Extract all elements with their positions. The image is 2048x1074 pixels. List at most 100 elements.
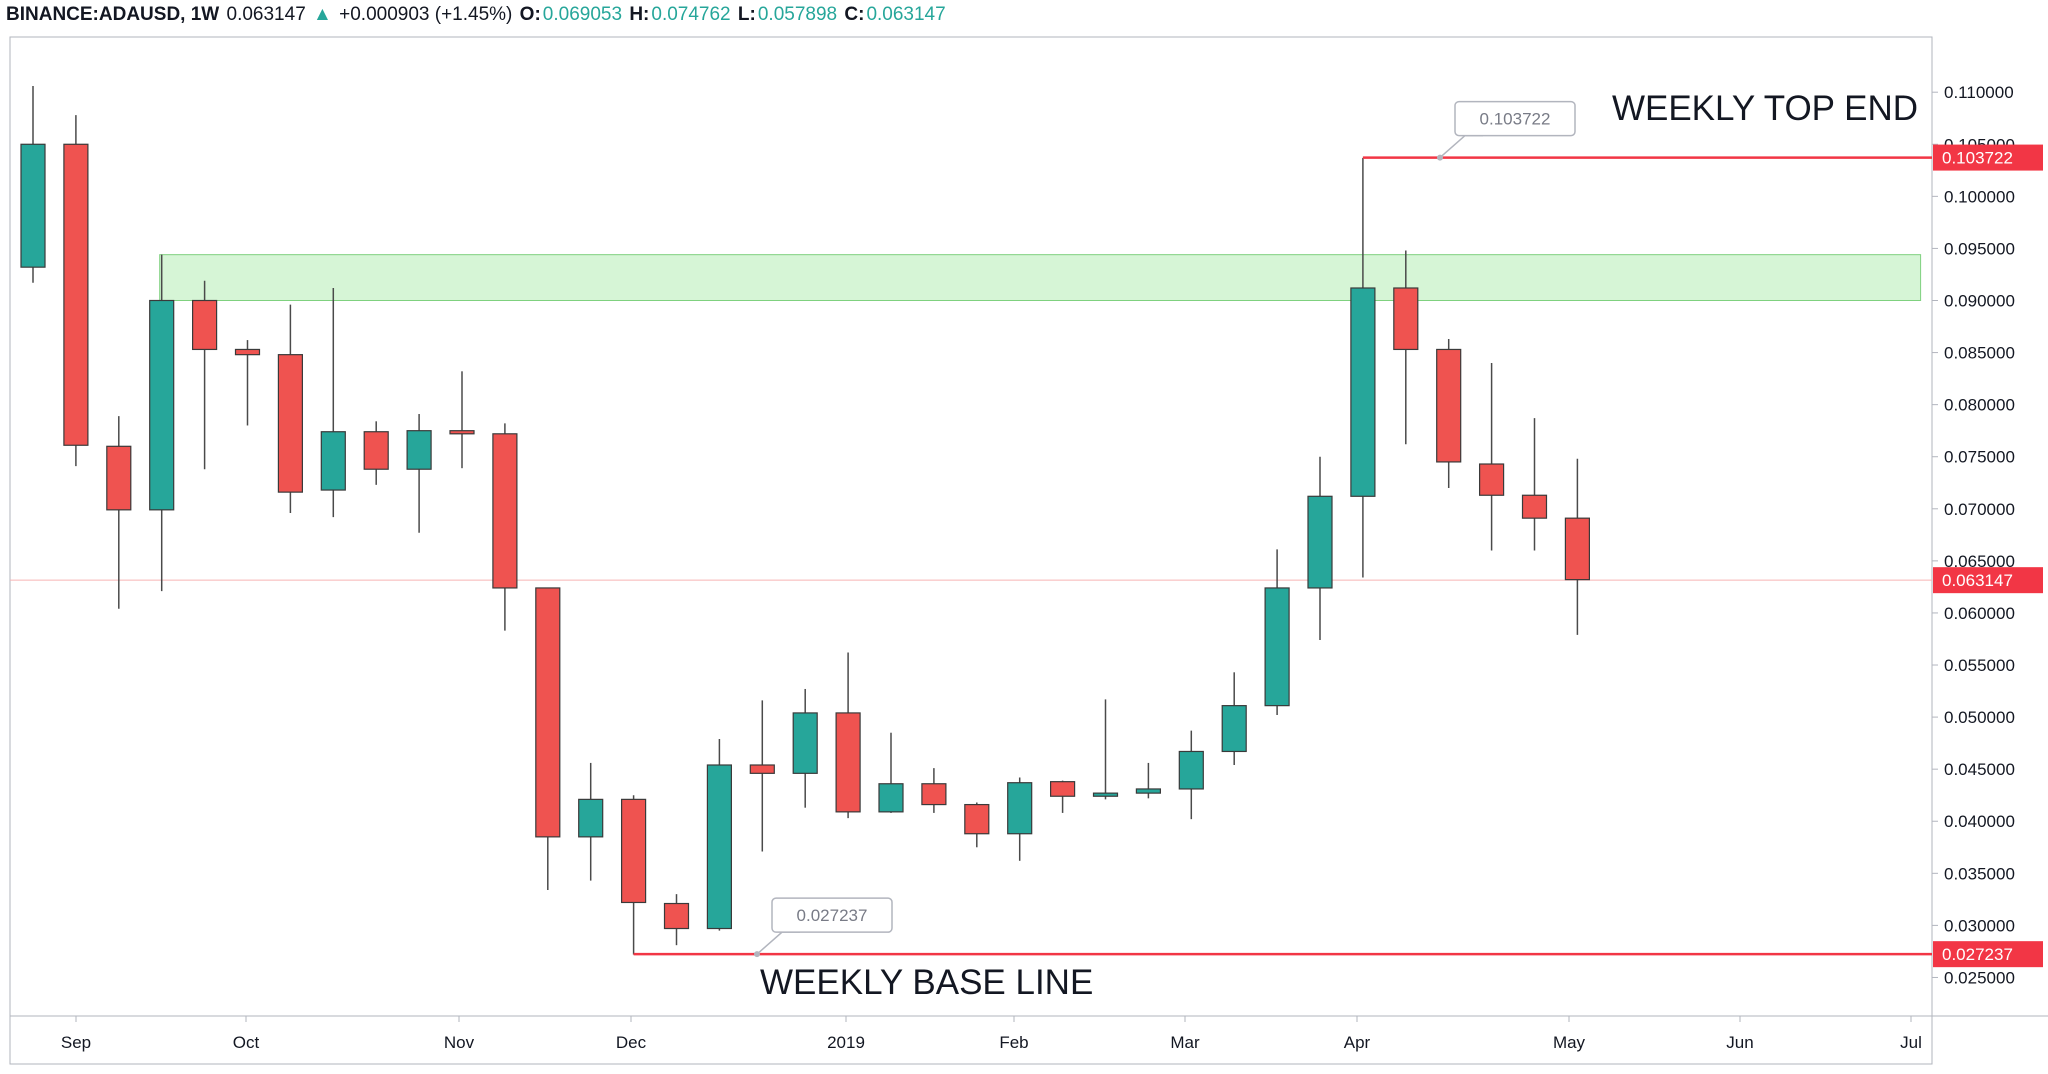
current-price-tag[interactable]: 0.063147: [1933, 567, 2043, 594]
candle[interactable]: [578, 762, 604, 881]
symbol-label[interactable]: BINANCE:ADAUSD, 1W: [6, 4, 220, 25]
top-end-price-tag[interactable]: 0.103722: [1933, 144, 2043, 171]
candle-body: [449, 430, 475, 435]
candle[interactable]: [1135, 762, 1162, 799]
candle-body: [1092, 792, 1119, 797]
candle[interactable]: [277, 304, 303, 513]
candle-body: [1478, 463, 1505, 496]
candle[interactable]: [1436, 339, 1462, 488]
x-tick-label: Jul: [1900, 1033, 1922, 1052]
candle[interactable]: [1307, 456, 1333, 641]
candle-body: [1307, 495, 1333, 589]
candle[interactable]: [1178, 730, 1204, 820]
y-tick-label: 0.075000: [1944, 448, 2015, 467]
price-tag-bg: [1933, 144, 2043, 171]
y-tick-label: 0.085000: [1944, 344, 2015, 363]
open-value: 0.069053: [542, 4, 623, 25]
candle[interactable]: [1350, 157, 1376, 578]
candle-body: [277, 354, 303, 493]
candle[interactable]: [535, 587, 561, 890]
candle-body: [663, 902, 690, 930]
base-line-price-tag[interactable]: 0.027237: [1933, 941, 2043, 968]
candle[interactable]: [663, 894, 690, 946]
price-tag-label: 0.063147: [1942, 571, 2013, 590]
candle-body: [1049, 781, 1076, 797]
y-tick-label: 0.100000: [1944, 187, 2015, 206]
candle[interactable]: [749, 700, 775, 852]
candle[interactable]: [1049, 780, 1076, 813]
candle[interactable]: [1264, 549, 1290, 716]
candle[interactable]: [878, 732, 904, 813]
candle[interactable]: [149, 254, 175, 592]
candle-body: [1264, 587, 1290, 707]
callout-pointer: [1439, 134, 1483, 159]
candle-body: [1521, 494, 1548, 519]
candle[interactable]: [1478, 362, 1505, 551]
candle[interactable]: [1393, 250, 1419, 445]
candle[interactable]: [1092, 699, 1119, 800]
callout-box: [1454, 100, 1576, 137]
chart-frame: [9, 36, 1933, 1065]
open-label: O:: [519, 4, 541, 25]
candle-body: [1221, 705, 1247, 753]
x-tick-label: Dec: [616, 1033, 647, 1052]
y-tick-label: 0.030000: [1944, 916, 2015, 935]
candle[interactable]: [964, 802, 990, 848]
resistance-zone[interactable]: [159, 254, 1922, 301]
callout-value: 0.103722: [1480, 110, 1551, 129]
price-tag-label: 0.027237: [1942, 945, 2013, 964]
candle[interactable]: [320, 287, 346, 518]
candle[interactable]: [1521, 418, 1548, 551]
candle-body: [192, 299, 218, 351]
candle-body: [492, 433, 518, 589]
x-tick-label: Apr: [1344, 1033, 1371, 1052]
weekly-top-end-label: WEEKLY TOP END: [1612, 89, 1918, 128]
chart-header: BINANCE:ADAUSD, 1W 0.063147 ▲ +0.000903 …: [6, 0, 948, 30]
y-tick-label: 0.055000: [1944, 656, 2015, 675]
weekly-base-line-label: WEEKLY BASE LINE: [760, 963, 1093, 1002]
candle-body: [1564, 517, 1591, 581]
candle-body: [620, 798, 647, 904]
y-tick-label: 0.065000: [1944, 552, 2015, 571]
candle[interactable]: [492, 423, 518, 631]
candle[interactable]: [234, 340, 261, 426]
candle-body: [578, 798, 604, 838]
candle-body: [749, 764, 775, 774]
candle-body: [63, 143, 89, 446]
candle[interactable]: [20, 85, 46, 283]
candle[interactable]: [1564, 458, 1591, 635]
candle[interactable]: [792, 688, 818, 808]
callout-box: [771, 897, 893, 933]
high-value: 0.074762: [651, 4, 731, 25]
candle[interactable]: [406, 414, 432, 533]
y-tick-label: 0.050000: [1944, 708, 2015, 727]
change-arrow-icon: ▲: [313, 4, 332, 25]
candle[interactable]: [1221, 672, 1247, 766]
candle[interactable]: [921, 768, 947, 813]
candle-body: [1007, 782, 1033, 835]
x-tick-label: May: [1553, 1033, 1586, 1052]
candle-body: [921, 783, 947, 806]
candle-body: [792, 712, 818, 774]
x-tick-label: Sep: [61, 1033, 91, 1052]
candle-body: [1178, 750, 1204, 790]
candle[interactable]: [1007, 777, 1033, 861]
candle[interactable]: [106, 416, 132, 609]
candle[interactable]: [63, 115, 89, 467]
candle[interactable]: [449, 371, 475, 469]
candle-body: [1350, 287, 1376, 497]
y-tick-label: 0.095000: [1944, 239, 2015, 258]
candle-body: [320, 431, 346, 491]
candle[interactable]: [363, 421, 389, 485]
y-tick-label: 0.060000: [1944, 604, 2015, 623]
candle[interactable]: [706, 738, 733, 931]
candle-body: [406, 430, 432, 470]
candle-body: [106, 445, 132, 511]
candle[interactable]: [620, 795, 647, 955]
close-label: C:: [844, 4, 865, 25]
candle[interactable]: [192, 280, 218, 470]
callout-pointer: [756, 931, 800, 955]
price-tag-bg: [1933, 941, 2043, 968]
candle[interactable]: [835, 652, 861, 819]
